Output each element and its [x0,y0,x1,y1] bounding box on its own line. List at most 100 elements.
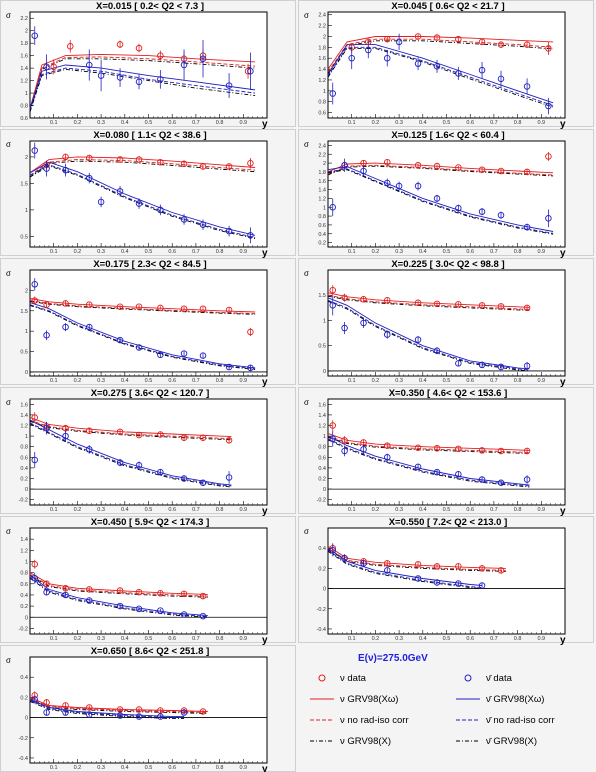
nu-data-point [497,447,505,455]
nubar-data-point [414,575,422,582]
x-tick-label: 0.8 [514,249,522,255]
x-tick-label: 0.8 [216,120,224,126]
nu-data-point [383,297,391,304]
curve-nubar-x [29,423,232,488]
plot-frame [327,269,566,377]
x-tick-label: 0.8 [514,507,522,513]
nu-data-point [31,561,38,568]
chart-panel-0: X=0.015 [ 0.2< Q2 < 7.3 ] σ y 0.1 0.2 0.3 0.4 0… [0,0,296,130]
nu-data-point [199,708,207,715]
y-tick-label: 2.4 [318,13,326,19]
nubar-data-point [225,82,233,89]
y-tick-label: 0.2 [20,695,28,701]
nubar-data-point [414,60,422,67]
chart-panel-9: X=0.550 [ 7.2< Q2 < 213.0 ] σ y 0.1 0.2 0.3 0.… [298,516,594,646]
y-tick-label: 1 [25,559,28,565]
curve-nu-norad [29,697,208,713]
nubar-data-point [180,611,188,618]
y-tick-label: 0.6 [20,116,28,122]
y-tick-label: 2.2 [20,16,28,22]
y-axis-label: σ [6,398,11,407]
curve-nu-full [29,53,256,109]
legend-marker [464,674,472,682]
x-tick-label: 0.2 [372,636,380,642]
nubar-data-point [523,362,531,370]
x-tick-label: 0.9 [239,765,247,771]
legend-marker [318,674,326,682]
nu-data-point [157,590,164,597]
curve-nubar-norad [29,304,256,370]
nubar-data-point [116,712,124,719]
y-axis-label: σ [304,140,309,149]
nubar-data-point [43,424,50,432]
nu-data-point [523,168,531,176]
nubar-data-point [97,198,105,206]
nubar-data-point [157,351,164,359]
nu-data-point [433,300,441,308]
nubar-data-point [341,324,348,332]
nu-data-point [31,297,38,304]
x-tick-label: 0.4 [419,378,427,384]
x-tick-label: 0.4 [121,636,129,642]
nubar-data-point [433,195,441,202]
nu-data-point [478,166,486,173]
nubar-data-point [225,227,233,235]
curve-nubar-norad [327,299,530,371]
x-tick-label: 0.5 [145,120,153,126]
x-tick-label: 0.1 [50,378,58,384]
panel-title: X=0.650 [ 8.6< Q2 < 251.8 ] [91,646,210,657]
x-tick-label: 0.5 [443,507,451,513]
chart-panel-7: X=0.350 [ 4.6< Q2 < 153.6 ] σ y 0.1 0.2 0.3 0.… [298,387,594,517]
nu-data-point [85,427,93,435]
nu-data-point [497,567,505,574]
nubar-data-point [116,74,124,81]
y-tick-label: 1.5 [20,181,28,187]
nubar-data-point [329,203,336,211]
plot-frame [29,269,268,377]
nubar-data-point [97,72,105,79]
y-tick-label: -0.2 [317,498,326,504]
y-tick-label: 1.4 [20,413,28,419]
y-axis-label: σ [304,398,309,407]
x-tick-label: 0.2 [372,249,380,255]
x-tick-label: 0.2 [74,636,82,642]
curve-nu-norad [29,573,208,597]
panel-title: X=0.015 [ 0.2< Q2 < 7.3 ] [96,1,204,12]
x-tick-label: 0.4 [121,249,129,255]
y-tick-label: 0.8 [318,214,326,220]
x-tick-label: 0.7 [192,636,200,642]
x-tick-label: 0.9 [537,636,545,642]
nubar-data-point [478,476,486,483]
y-tick-label: 0.2 [318,241,326,247]
curve-nu-full [327,545,506,569]
x-tick-label: 0.9 [239,378,247,384]
curve-nu-x [327,436,530,455]
curve-nu-norad [327,547,506,571]
nubar-data-point [180,61,188,69]
y-tick-label: 0.4 [20,593,28,599]
nubar-data-point [157,206,164,214]
y-tick-label: 2 [323,161,326,167]
nubar-data-point [365,46,372,54]
chart-panel-8: X=0.450 [ 5.9< Q2 < 174.3 ] σ y 0.1 0.2 0.3 0.… [0,516,296,646]
nubar-data-point [43,331,50,339]
nu-data-point [85,301,93,308]
nu-data-point [455,164,462,171]
curve-nubar-x [327,550,483,590]
chart-panel-5: X=0.225 [ 3.0< Q2 < 98.8 ] σ y 0.1 0.2 0.3 0.4… [298,258,594,388]
curve-nu-full [29,572,208,595]
x-tick-label: 0.6 [168,765,176,771]
nubar-data-point [180,475,188,482]
y-tick-label: 0.2 [20,477,28,483]
nu-data-point [497,41,505,48]
curve-nubar-norad [327,438,530,487]
y-tick-label: 1.4 [20,66,28,72]
x-tick-label: 0.9 [537,120,545,126]
nubar-data-point [383,567,391,574]
legend-label: ν GRV98(X) [340,736,391,747]
nubar-data-point [31,456,38,464]
y-tick-label: 0 [323,487,326,493]
nubar-data-point [31,574,38,582]
nu-data-point [478,38,486,46]
